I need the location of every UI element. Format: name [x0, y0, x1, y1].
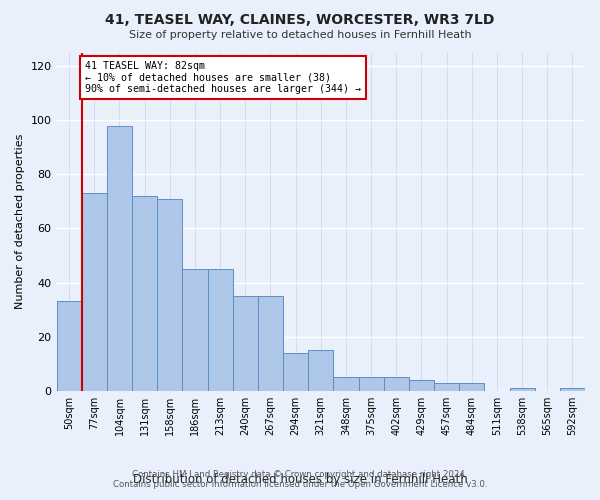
Bar [82, 193, 107, 391]
Text: Contains HM Land Registry data © Crown copyright and database right 2024.
Contai: Contains HM Land Registry data © Crown c… [113, 470, 487, 489]
Bar [208, 269, 233, 391]
Bar [157, 198, 182, 391]
Bar [258, 296, 283, 391]
Y-axis label: Number of detached properties: Number of detached properties [15, 134, 25, 310]
Text: Distribution of detached houses by size in Fernhill Heath: Distribution of detached houses by size … [133, 472, 467, 486]
Bar [409, 380, 434, 391]
Text: 41 TEASEL WAY: 82sqm
← 10% of detached houses are smaller (38)
90% of semi-detac: 41 TEASEL WAY: 82sqm ← 10% of detached h… [85, 60, 361, 94]
Bar [459, 382, 484, 391]
Text: 41, TEASEL WAY, CLAINES, WORCESTER, WR3 7LD: 41, TEASEL WAY, CLAINES, WORCESTER, WR3 … [106, 12, 494, 26]
Bar [334, 377, 359, 391]
Bar [56, 302, 82, 391]
Bar [283, 353, 308, 391]
Bar [383, 377, 409, 391]
Bar [182, 269, 208, 391]
Bar [509, 388, 535, 391]
Text: Size of property relative to detached houses in Fernhill Heath: Size of property relative to detached ho… [128, 30, 472, 40]
Bar [132, 196, 157, 391]
Bar [233, 296, 258, 391]
Bar [107, 126, 132, 391]
Bar [434, 382, 459, 391]
Bar [359, 377, 383, 391]
Bar [308, 350, 334, 391]
Bar [560, 388, 585, 391]
